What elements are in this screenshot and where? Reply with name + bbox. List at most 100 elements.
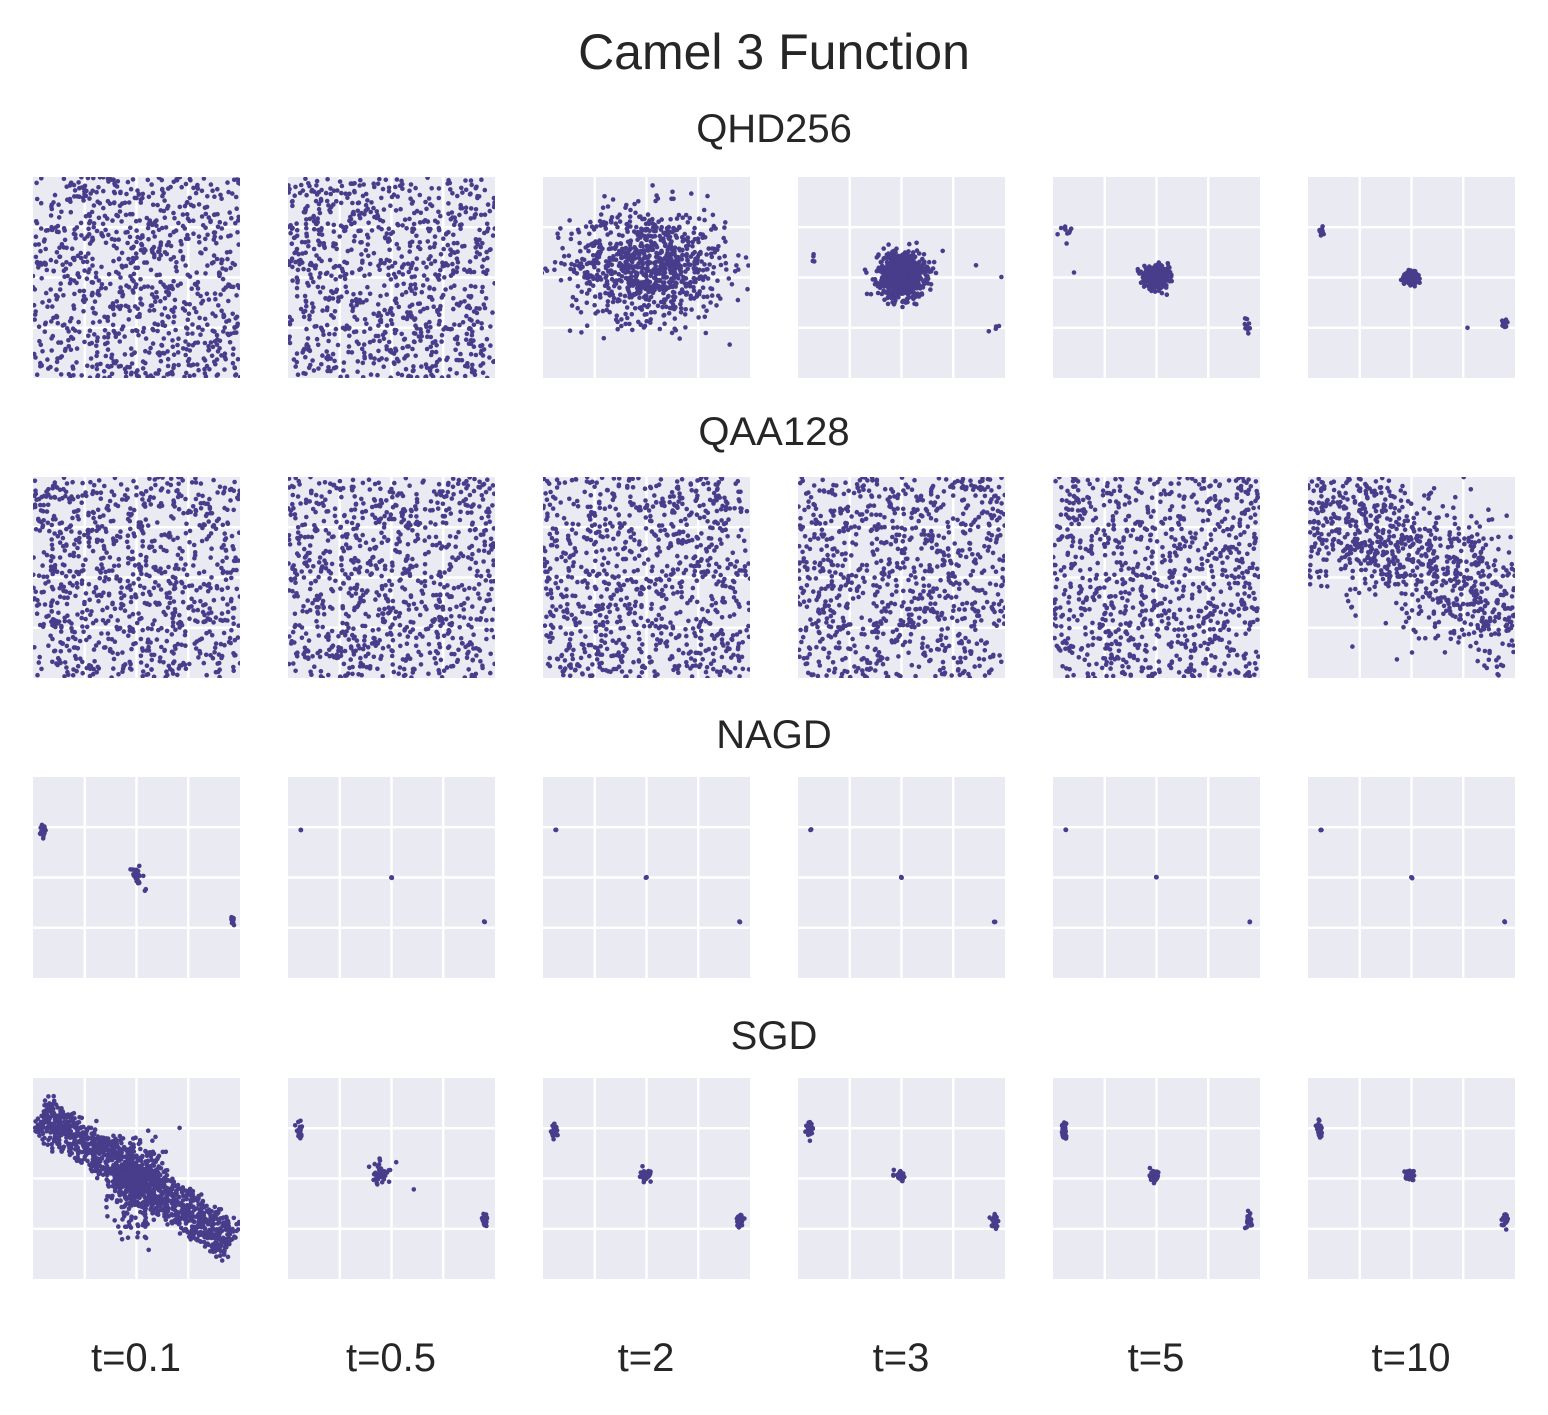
data-point (682, 262, 688, 268)
data-point (349, 270, 355, 276)
data-point (177, 546, 182, 551)
data-point (225, 609, 231, 615)
data-point (94, 353, 99, 359)
data-point (303, 177, 308, 181)
data-point (399, 178, 404, 184)
data-point (65, 273, 70, 279)
data-point (146, 194, 152, 200)
data-point (301, 314, 307, 320)
data-point (50, 227, 55, 233)
data-point (644, 318, 649, 324)
data-point (83, 616, 88, 622)
data-point (187, 616, 192, 621)
data-point (81, 198, 86, 203)
data-point (151, 307, 157, 313)
data-point (77, 329, 82, 335)
data-point (213, 615, 219, 620)
data-point (687, 282, 693, 287)
data-point (331, 315, 336, 320)
scatter-plot (33, 477, 240, 678)
data-point (702, 274, 708, 279)
data-point (227, 340, 233, 345)
data-point (682, 312, 688, 317)
data-point (436, 227, 442, 233)
data-point (388, 310, 394, 315)
data-point (135, 265, 141, 271)
data-point (485, 226, 491, 231)
data-point (148, 345, 153, 351)
data-point (347, 333, 352, 339)
data-point (685, 257, 690, 263)
data-point (653, 259, 659, 265)
data-point (598, 244, 603, 249)
data-point (384, 292, 389, 297)
data-point (128, 506, 133, 511)
data-point (566, 253, 572, 258)
data-point (420, 283, 426, 288)
data-point (560, 245, 565, 251)
data-point (148, 303, 154, 308)
data-point (1320, 224, 1325, 229)
data-point (480, 264, 485, 269)
data-point (232, 330, 237, 335)
data-point (151, 585, 157, 591)
data-point (183, 263, 188, 268)
data-point (180, 548, 185, 554)
data-point (431, 286, 437, 292)
data-point (441, 246, 446, 252)
data-point (710, 212, 716, 218)
data-point (598, 277, 604, 282)
data-point (399, 372, 405, 378)
data-point (651, 267, 656, 272)
data-point (304, 225, 309, 231)
data-point (100, 618, 106, 623)
data-point (228, 331, 234, 337)
data-point (663, 304, 669, 310)
data-point (162, 198, 167, 203)
data-point (454, 269, 459, 275)
data-point (402, 336, 408, 342)
data-point (165, 363, 171, 369)
data-point (692, 249, 697, 255)
data-point (105, 631, 111, 636)
data-point (479, 348, 484, 354)
data-point (676, 212, 682, 218)
data-point (73, 593, 78, 599)
data-point (479, 343, 485, 348)
data-point (412, 274, 417, 279)
data-point (487, 247, 493, 253)
data-point (137, 583, 143, 589)
data-point (708, 286, 713, 291)
data-point (193, 480, 199, 485)
data-point (317, 275, 322, 280)
data-point (91, 177, 96, 181)
data-point (319, 362, 324, 367)
data-point (294, 285, 300, 291)
data-point (881, 255, 887, 261)
data-point (123, 263, 129, 269)
data-point (633, 210, 638, 216)
data-point (393, 184, 398, 190)
data-point (107, 374, 112, 378)
data-point (437, 306, 443, 312)
data-point (655, 278, 660, 284)
data-point (131, 581, 136, 586)
data-point (618, 250, 624, 256)
data-point (294, 351, 300, 356)
data-point (64, 260, 69, 265)
data-point (306, 243, 311, 249)
data-point (383, 177, 389, 183)
data-point (619, 278, 624, 284)
data-point (145, 523, 151, 528)
data-point (594, 257, 599, 263)
data-point (169, 369, 175, 375)
data-point (96, 215, 102, 221)
data-point (890, 260, 896, 265)
data-point (156, 256, 162, 262)
data-point (603, 290, 608, 296)
data-point (371, 338, 376, 343)
data-point (66, 636, 71, 642)
data-point (310, 309, 315, 314)
data-point (668, 217, 673, 222)
data-point (45, 502, 51, 508)
